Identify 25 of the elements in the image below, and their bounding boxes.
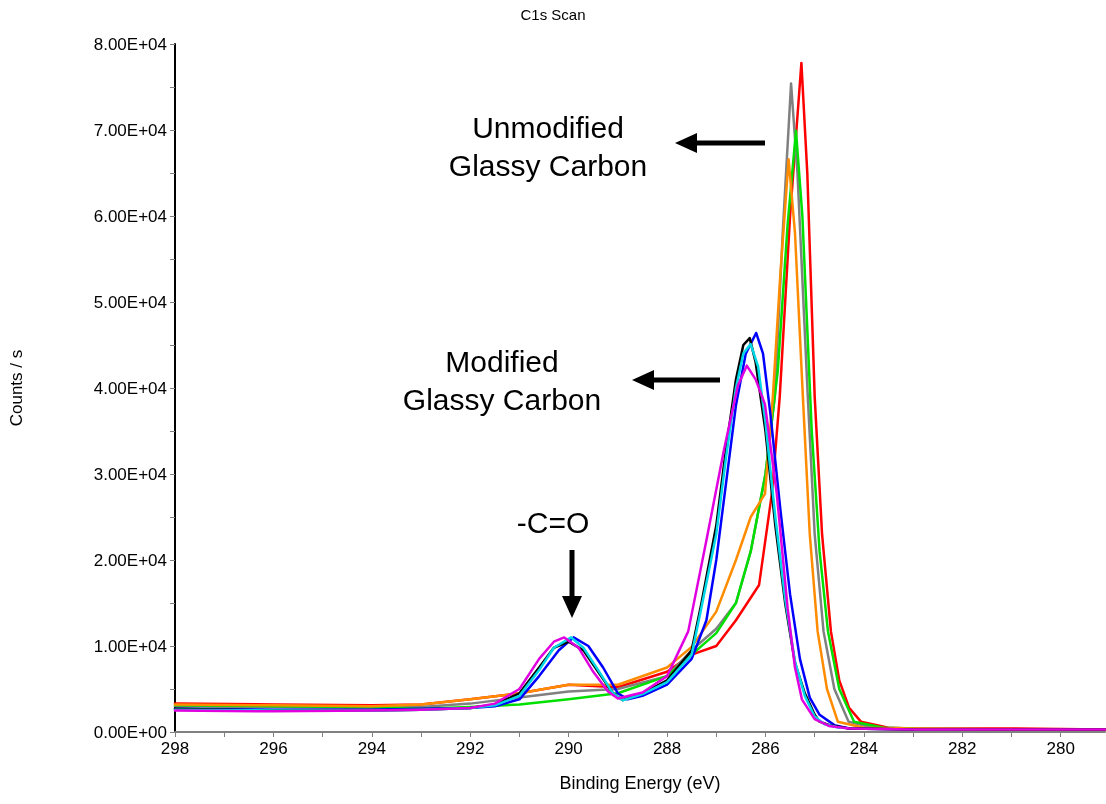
y-tick-label: 7.00E+04 [93,120,167,140]
x-tick-label: 286 [751,739,780,758]
x-tick-label: 292 [456,739,485,758]
y-tick-label: 0.00E+00 [93,722,167,742]
y-tick-label: 1.00E+04 [93,636,167,656]
y-tick-label: 4.00E+04 [93,378,167,398]
y-tick-label: 5.00E+04 [93,292,167,312]
chart-title: C1s Scan [520,6,586,23]
x-tick-label: 294 [357,739,387,758]
x-axis-title: Binding Energy (eV) [559,773,721,793]
x-tick-label: 296 [259,739,288,758]
x-tick-label: 282 [948,739,977,758]
x-tick-label: 298 [160,739,190,758]
y-tick-label: 6.00E+04 [93,206,167,226]
x-tick-label: 288 [652,739,682,758]
y-tick-label: 3.00E+04 [93,464,167,484]
annotation: Modified Glassy Carbon [402,344,602,416]
x-tick-label: 280 [1046,739,1075,758]
annotation: Unmodified Glassy Carbon [448,110,648,182]
y-tick-label: 2.00E+04 [93,550,167,570]
x-tick-label: 290 [554,739,583,758]
annotation: -C=O [516,505,590,539]
x-tick-label: 284 [849,739,879,758]
y-axis-title: Counts / s [7,349,26,427]
y-tick-label: 8.00E+04 [93,34,167,54]
